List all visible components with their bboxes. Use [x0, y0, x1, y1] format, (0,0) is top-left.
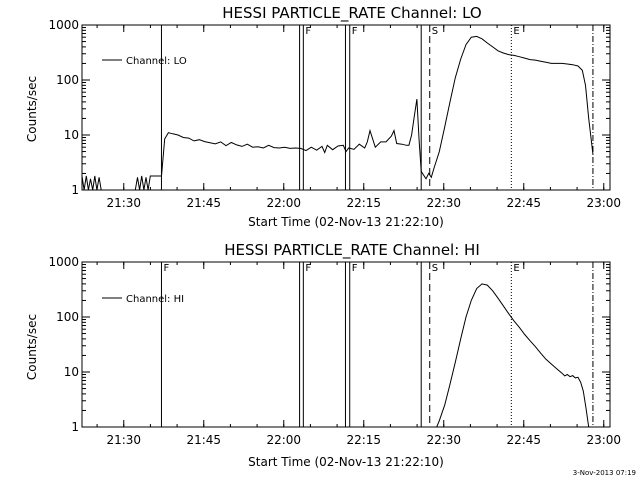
hi-event-marker-label: F: [305, 263, 311, 274]
hi-x-tick-label: 22:30: [426, 433, 461, 447]
lo-plot-frame: [81, 24, 611, 191]
lo-event-marker-label: E: [513, 26, 519, 37]
lo-data-series-line: [81, 35, 594, 191]
hi-x-tick-label: 23:00: [586, 433, 621, 447]
hi-x-tick-label: 21:30: [106, 433, 141, 447]
lo-x-tick-label: 22:45: [506, 196, 541, 210]
lo-x-tick-label: 22:00: [266, 196, 301, 210]
lo-legend-label: Channel: LO: [126, 56, 187, 67]
hi-x-tick-label: 22:15: [346, 433, 381, 447]
hi-legend-label: Channel: HI: [126, 294, 184, 305]
hi-event-marker-label: E: [513, 263, 519, 274]
hi-x-tick-label: 22:00: [266, 433, 301, 447]
lo-event-marker-label: S: [432, 26, 438, 37]
hi-x-tick-label: 21:45: [186, 433, 221, 447]
hi-event-marker-label: S: [432, 263, 438, 274]
lo-event-marker-label: F: [352, 26, 358, 37]
lo-chart-title: HESSI PARTICLE_RATE Channel: LO: [222, 4, 481, 23]
hi-event-marker-label: F: [163, 263, 169, 274]
hi-chart-title: HESSI PARTICLE_RATE Channel: HI: [224, 241, 480, 260]
lo-x-axis-label: Start Time (02-Nov-13 21:22:10): [248, 215, 444, 229]
hi-y-tick-label: 10: [64, 365, 79, 379]
hi-data-series-line: [436, 283, 590, 428]
hi-y-tick-label: 1000: [48, 255, 79, 269]
footer-timestamp: 3-Nov-2013 07:19: [573, 469, 636, 477]
hi-plot-frame: [81, 261, 611, 428]
lo-y-tick-label: 1000: [48, 18, 79, 32]
lo-x-tick-label: 22:15: [346, 196, 381, 210]
lo-y-tick-label: 10: [64, 128, 79, 142]
hi-event-marker-label: F: [352, 263, 358, 274]
hi-channel-panel: HESSI PARTICLE_RATE Channel: HI Start Ti…: [25, 241, 621, 469]
lo-x-tick-label: 21:30: [106, 196, 141, 210]
lo-y-tick-label: 100: [56, 73, 79, 87]
lo-y-tick-label: 1: [71, 183, 79, 197]
lo-y-axis-label: Counts/sec: [25, 76, 39, 142]
hi-y-tick-label: 1: [71, 420, 79, 434]
hi-y-tick-label: 100: [56, 310, 79, 324]
hi-y-axis-label: Counts/sec: [25, 314, 39, 380]
lo-channel-panel: HESSI PARTICLE_RATE Channel: LO Start Ti…: [25, 4, 621, 229]
lo-event-marker-label: F: [305, 26, 311, 37]
hi-x-axis-label: Start Time (02-Nov-13 21:22:10): [248, 455, 444, 469]
lo-x-tick-label: 22:30: [426, 196, 461, 210]
hi-x-tick-label: 22:45: [506, 433, 541, 447]
lo-x-tick-label: 21:45: [186, 196, 221, 210]
lo-x-tick-label: 23:00: [586, 196, 621, 210]
